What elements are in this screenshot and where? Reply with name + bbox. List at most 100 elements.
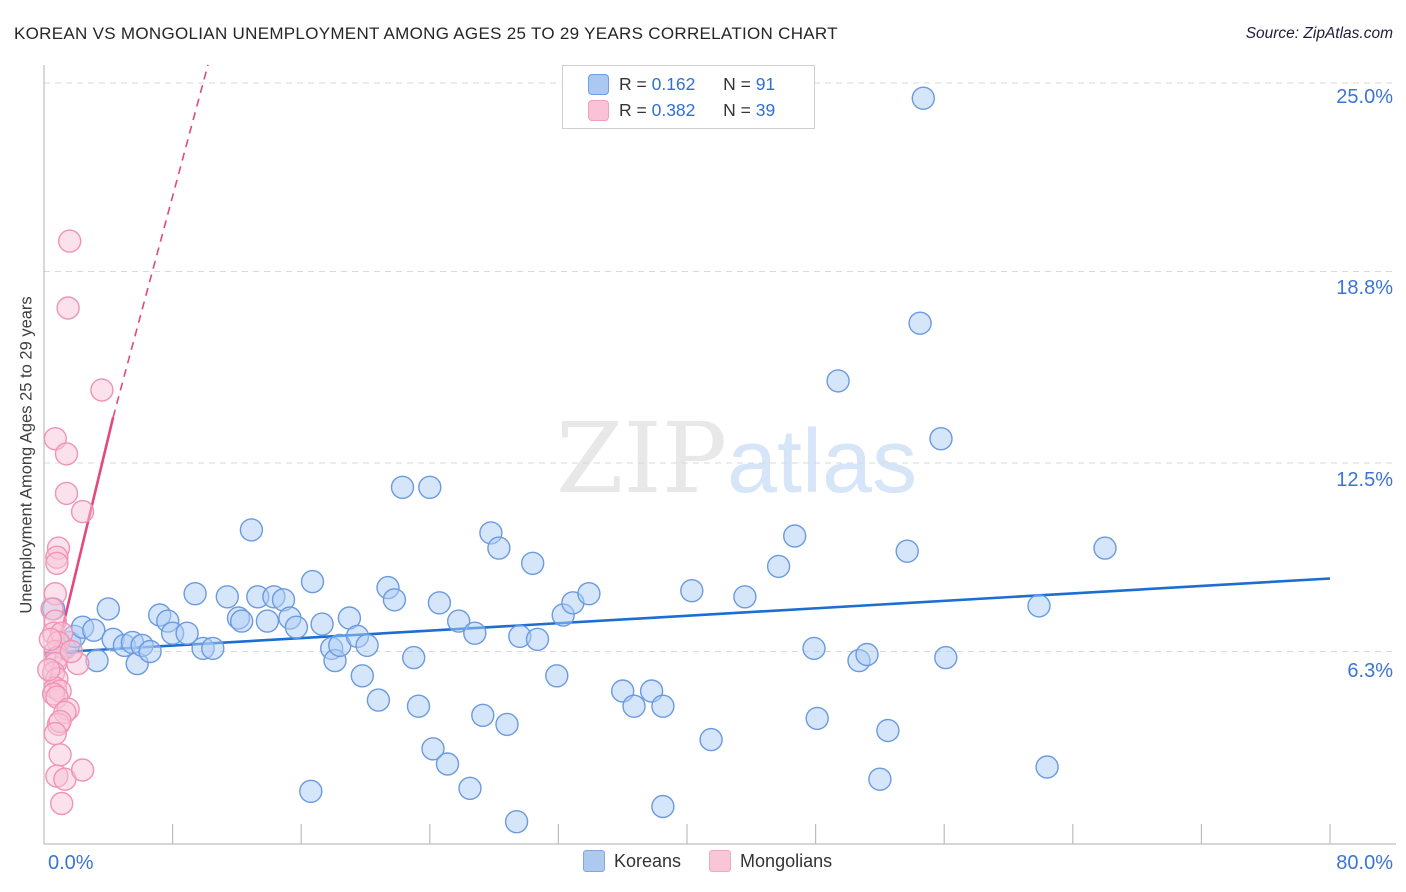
Koreans-point[interactable] <box>300 569 325 594</box>
Koreans-point[interactable] <box>402 645 426 670</box>
Koreans-point[interactable] <box>766 554 791 579</box>
Koreans-point[interactable] <box>390 475 415 499</box>
Mongolians-point[interactable] <box>70 758 95 782</box>
Mongolians-point[interactable] <box>38 627 63 651</box>
Koreans-point[interactable] <box>418 475 442 499</box>
Koreans-point[interactable] <box>215 585 240 609</box>
Koreans-point[interactable] <box>622 694 646 718</box>
correlation-legend: R = 0.162 N = 91 R = 0.382 N = 39 <box>562 65 815 129</box>
Koreans-point[interactable] <box>504 810 529 834</box>
series-label: Koreans <box>614 850 682 871</box>
Koreans-point[interactable] <box>284 615 309 639</box>
Koreans-point[interactable] <box>463 621 487 645</box>
Mongolians-point[interactable] <box>59 639 84 664</box>
Koreans-point[interactable] <box>487 536 511 560</box>
Koreans-point[interactable] <box>427 591 452 615</box>
trend-line-extension-Mongolians <box>112 64 209 418</box>
Koreans-point[interactable] <box>366 688 391 712</box>
Koreans-point[interactable] <box>255 609 280 633</box>
Koreans-point[interactable] <box>138 639 162 664</box>
Koreans-point[interactable] <box>447 609 471 633</box>
r-label: R = <box>619 73 647 94</box>
Koreans-point[interactable] <box>651 794 675 819</box>
Koreans-point[interactable] <box>201 636 225 661</box>
Koreans-point[interactable] <box>458 776 482 800</box>
Mongolians-point[interactable] <box>54 442 79 466</box>
Koreans-point[interactable] <box>85 648 109 673</box>
n-value: 39 <box>755 99 776 120</box>
source-label: Source: ZipAtlas.com <box>1245 25 1393 42</box>
Koreans-point[interactable] <box>1035 755 1059 779</box>
Koreans-point[interactable] <box>680 579 704 603</box>
Koreans-point[interactable] <box>868 767 892 791</box>
Koreans-point[interactable] <box>495 712 519 737</box>
koreans-swatch <box>583 850 605 872</box>
Mongolians-point[interactable] <box>70 499 95 524</box>
Koreans-point[interactable] <box>651 694 675 718</box>
Koreans-point[interactable] <box>382 588 407 612</box>
Koreans-point[interactable] <box>802 636 826 661</box>
Koreans-point[interactable] <box>895 539 919 563</box>
series-Mongolians <box>37 229 114 816</box>
Koreans-point[interactable] <box>783 524 807 548</box>
y-tick-6-3: 6.3% <box>1347 660 1393 682</box>
Koreans-point[interactable] <box>545 664 569 688</box>
legend-row-koreans: R = 0.162 N = 91 <box>588 73 814 95</box>
Mongolians-point[interactable] <box>37 658 61 682</box>
Mongolians-point[interactable] <box>50 791 74 816</box>
Koreans-point[interactable] <box>471 703 495 727</box>
series-legend-koreans[interactable]: Koreans <box>583 850 681 872</box>
Koreans-point[interactable] <box>96 597 121 621</box>
Koreans-point[interactable] <box>1027 594 1051 618</box>
y-tick-25: 25.0% <box>1336 86 1393 108</box>
series-legend-mongolians[interactable]: Mongolians <box>709 850 832 872</box>
Koreans-point[interactable] <box>406 694 431 718</box>
n-value: 91 <box>755 73 776 94</box>
Koreans-point[interactable] <box>229 609 254 633</box>
Koreans-point[interactable] <box>175 621 199 645</box>
Koreans-point[interactable] <box>355 633 379 658</box>
Mongolians-point[interactable] <box>43 721 67 746</box>
Mongolians-point[interactable] <box>90 378 114 402</box>
Koreans-point[interactable] <box>239 518 264 542</box>
Koreans-point[interactable] <box>183 582 207 606</box>
Koreans-point[interactable] <box>929 427 953 451</box>
koreans-r-stat: R = 0.162 N = 91 <box>619 74 775 95</box>
Koreans-point[interactable] <box>733 585 757 609</box>
Koreans-point[interactable] <box>876 718 900 743</box>
Koreans-point[interactable] <box>421 737 445 761</box>
Koreans-point[interactable] <box>1093 536 1117 560</box>
Koreans-point[interactable] <box>855 642 879 667</box>
Koreans-point[interactable] <box>525 627 550 651</box>
Koreans-point[interactable] <box>826 369 850 393</box>
Koreans-point[interactable] <box>911 86 935 110</box>
watermark: ZIPatlas <box>556 402 917 515</box>
x-tick-min: 0.0% <box>48 852 94 874</box>
Mongolians-point[interactable] <box>45 551 69 575</box>
Mongolians-point[interactable] <box>54 481 79 506</box>
Mongolians-point[interactable] <box>48 743 72 767</box>
Koreans-point[interactable] <box>934 645 958 670</box>
Koreans-point[interactable] <box>908 311 932 335</box>
x-tick-max: 80.0% <box>1336 852 1393 874</box>
legend-row-mongolians: R = 0.382 N = 39 <box>588 99 814 121</box>
mongolians-swatch <box>588 99 609 121</box>
Koreans-point[interactable] <box>805 706 829 731</box>
Koreans-point[interactable] <box>82 618 106 642</box>
y-axis-title: Unemployment Among Ages 25 to 29 years <box>17 296 36 614</box>
series-legend: Koreans Mongolians <box>583 850 832 872</box>
Koreans-point[interactable] <box>435 752 460 776</box>
Koreans-point[interactable] <box>521 551 545 575</box>
Koreans-point[interactable] <box>577 582 601 606</box>
Koreans-point[interactable] <box>299 779 323 803</box>
Koreans-point[interactable] <box>699 727 723 752</box>
y-tick-18-8: 18.8% <box>1336 277 1393 299</box>
Koreans-point[interactable] <box>310 612 334 636</box>
Mongolians-point[interactable] <box>56 296 80 320</box>
Koreans-point[interactable] <box>350 664 374 688</box>
mongolians-r-stat: R = 0.382 N = 39 <box>619 100 775 121</box>
mongolians-swatch <box>709 850 732 872</box>
Mongolians-point[interactable] <box>57 229 82 253</box>
